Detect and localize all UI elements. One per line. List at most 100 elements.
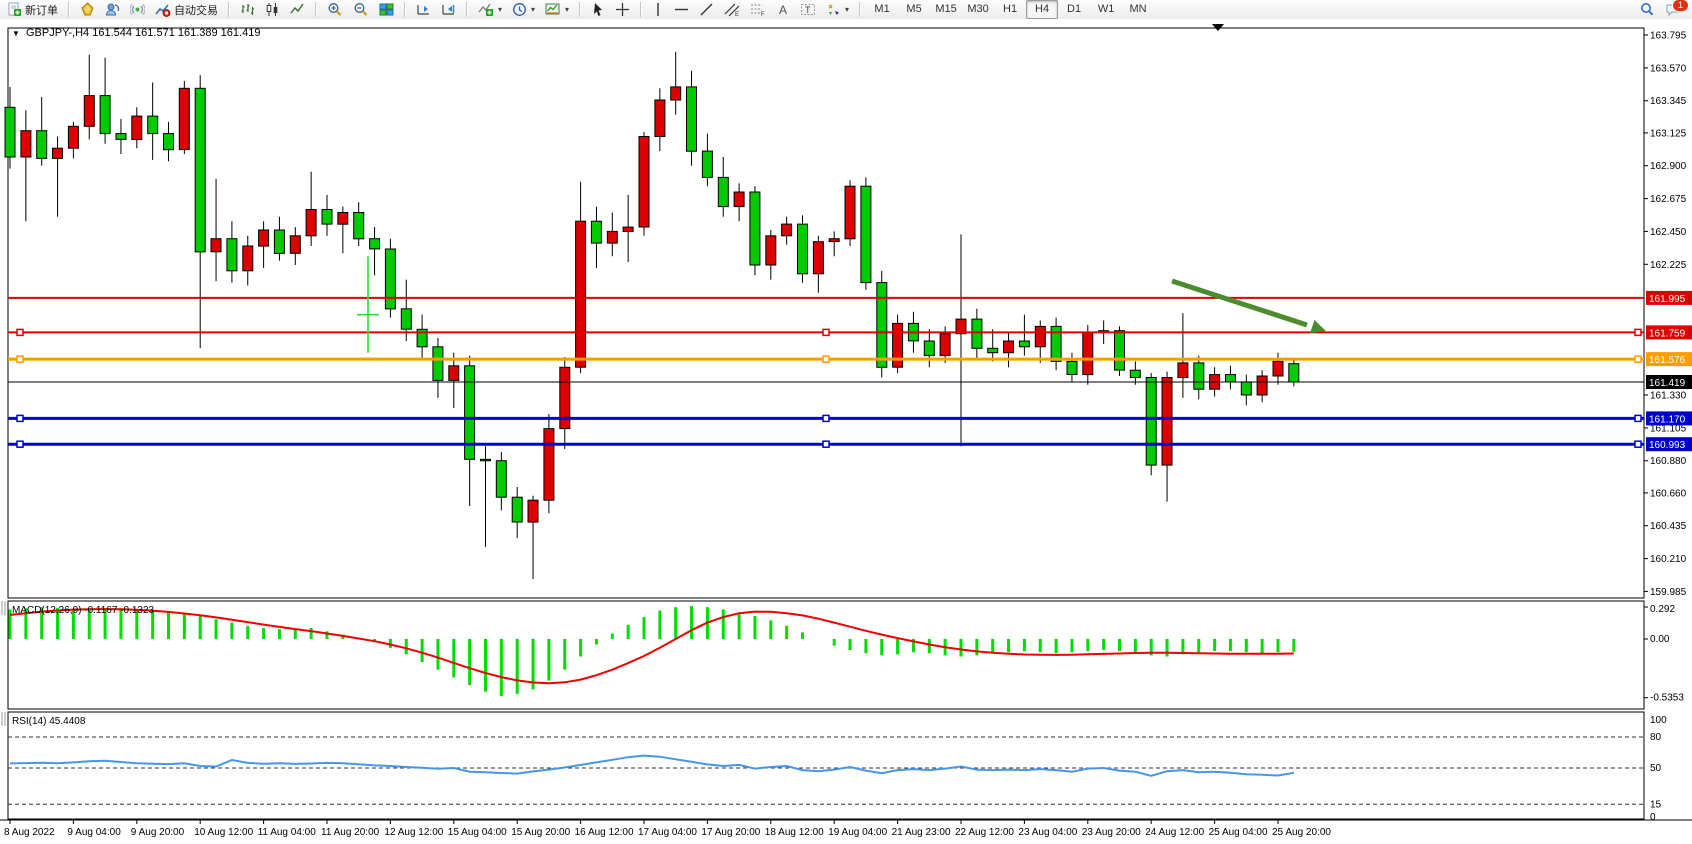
chart-shift-button[interactable]	[436, 0, 461, 19]
chart-shift-marker[interactable]	[1212, 24, 1224, 31]
hline-handle[interactable]	[1634, 414, 1642, 423]
text-icon: A	[779, 3, 787, 17]
signals-button[interactable]	[100, 0, 125, 19]
text-button[interactable]: A	[771, 0, 795, 19]
timeframe-button-w1[interactable]: W1	[1097, 3, 1115, 15]
svg-text:T: T	[805, 5, 811, 15]
crosshair-button[interactable]	[610, 0, 635, 19]
timeframe-button-mn[interactable]: MN	[1129, 3, 1147, 15]
fibonacci-button[interactable]: F	[745, 0, 771, 19]
hline-handle[interactable]	[822, 355, 830, 363]
price-badge: 161.170	[1646, 411, 1692, 426]
dropdown-caret: ▾	[845, 5, 850, 14]
autotrade-button[interactable]: 自动交易	[150, 0, 223, 19]
horizontal-lines[interactable]	[8, 296, 1644, 448]
timeframe-button-m5[interactable]: M5	[906, 3, 922, 15]
svg-text:161.170: 161.170	[1649, 414, 1686, 425]
hline-handle[interactable]	[822, 440, 830, 448]
tile-windows-icon	[379, 3, 394, 16]
zoom-out-button[interactable]	[348, 0, 374, 19]
time-axis[interactable]: 8 Aug 2022 9 Aug 04:00 9 Aug 20:00 10 Aug 1…	[0, 819, 1692, 844]
timeframe-button-h1[interactable]: H1	[1003, 3, 1018, 15]
trend-arrow[interactable]	[1171, 278, 1326, 334]
hline-handle[interactable]	[822, 328, 830, 337]
hline-handle[interactable]	[1634, 355, 1642, 363]
price-chart[interactable]: ▼ GBPJPY-,H4 161.544 161.571 161.389 161.…	[0, 19, 1692, 844]
market-button[interactable]	[75, 0, 100, 19]
macd-panel[interactable]	[7, 600, 1645, 710]
separator	[404, 2, 406, 17]
templates-button[interactable]: ▾	[540, 0, 574, 19]
bar-chart-icon	[241, 4, 254, 15]
horizontal-line-button[interactable]	[669, 0, 694, 19]
tile-windows-button[interactable]	[374, 0, 399, 19]
cursor-button[interactable]	[586, 0, 610, 19]
hline-handle[interactable]	[1634, 328, 1642, 337]
svg-text:0.00: 0.00	[1650, 634, 1670, 645]
macd-label: MACD(12,26,9) -0.1167 -0.1323	[12, 605, 155, 616]
chart-shift-icon	[442, 5, 455, 15]
macd-signal-line	[9, 608, 1294, 685]
main-plot[interactable]	[7, 27, 1645, 599]
svg-text:9 Aug 20:00: 9 Aug 20:00	[131, 827, 185, 838]
chart-window[interactable]: ▼ GBPJPY-,H4 161.544 161.571 161.389 161.…	[0, 19, 1692, 844]
rsi-panel[interactable]	[7, 711, 1645, 820]
timeframe-button-m15[interactable]: M15	[935, 3, 957, 15]
timeframe-button-m30[interactable]: M30	[967, 3, 989, 15]
svg-text:23 Aug 20:00: 23 Aug 20:00	[1082, 827, 1141, 838]
cursor-icon	[594, 3, 603, 16]
svg-text:21 Aug 23:00: 21 Aug 23:00	[892, 827, 951, 838]
hline-handle[interactable]	[1634, 440, 1642, 448]
text-label-button[interactable]: T	[795, 0, 821, 19]
svg-text:17 Aug 04:00: 17 Aug 04:00	[638, 827, 697, 838]
cross-marker[interactable]	[357, 256, 379, 353]
periods-button[interactable]: ▾	[507, 0, 540, 19]
broadcast-button[interactable]	[125, 0, 150, 19]
separator	[315, 2, 317, 17]
timeframe-button-d1[interactable]: D1	[1067, 3, 1082, 15]
dropdown-caret: ▾	[565, 5, 570, 14]
hline-handle[interactable]	[822, 414, 830, 423]
svg-text:162.675: 162.675	[1650, 194, 1687, 205]
bar-chart-button[interactable]	[235, 0, 260, 19]
notifications-button[interactable]: 1	[1660, 0, 1689, 19]
svg-text:159.985: 159.985	[1650, 587, 1687, 598]
timeframe-button-h4[interactable]: H4	[1026, 0, 1059, 19]
hline-handle[interactable]	[16, 440, 24, 448]
vertical-line-button[interactable]	[647, 0, 669, 19]
indicators-button[interactable]: ▾	[473, 0, 507, 19]
price-badge: 161.576	[1646, 352, 1692, 367]
new-order-button[interactable]: 新订单	[2, 0, 63, 19]
separator	[640, 2, 643, 17]
auto-scroll-button[interactable]	[411, 0, 436, 19]
timeframe-button-m1[interactable]: M1	[874, 3, 890, 15]
svg-text:24 Aug 12:00: 24 Aug 12:00	[1145, 827, 1204, 838]
candlestick-button[interactable]	[260, 0, 285, 19]
macd-axis[interactable]: 0.292 0.00 -0.5353	[1644, 604, 1684, 704]
svg-text:163.125: 163.125	[1650, 128, 1687, 139]
svg-text:17 Aug 20:00: 17 Aug 20:00	[701, 827, 760, 838]
hline-handle[interactable]	[16, 328, 24, 337]
line-chart-button[interactable]	[285, 0, 310, 19]
symbol-dropdown[interactable]: ▼	[12, 29, 20, 38]
price-badge: 161.995	[1646, 290, 1692, 305]
channel-icon: E	[724, 3, 740, 17]
hline-handle[interactable]	[16, 414, 24, 423]
channel-button[interactable]: E	[719, 0, 745, 19]
price-axis[interactable]: 163.795 163.570 163.345 163.125 162.900 162.6…	[1644, 31, 1692, 598]
svg-text:12 Aug 12:00: 12 Aug 12:00	[384, 827, 443, 838]
panel-grip[interactable]	[1, 601, 6, 726]
trendline-button[interactable]	[694, 0, 719, 19]
svg-text:161.105: 161.105	[1650, 423, 1687, 434]
new-order-icon	[8, 2, 21, 16]
zoom-in-button[interactable]	[322, 0, 348, 19]
auto-scroll-icon	[417, 5, 429, 15]
hline-handle[interactable]	[16, 355, 24, 363]
crosshair-icon	[616, 3, 630, 16]
horizontal-line-icon	[675, 8, 689, 11]
rsi-axis[interactable]: 100 80 50 15 0	[1650, 715, 1667, 823]
search-button[interactable]	[1634, 0, 1660, 19]
text-label-icon: T	[801, 4, 816, 15]
svg-text:161.419: 161.419	[1649, 378, 1686, 389]
arrows-button[interactable]: ▾	[821, 0, 854, 19]
